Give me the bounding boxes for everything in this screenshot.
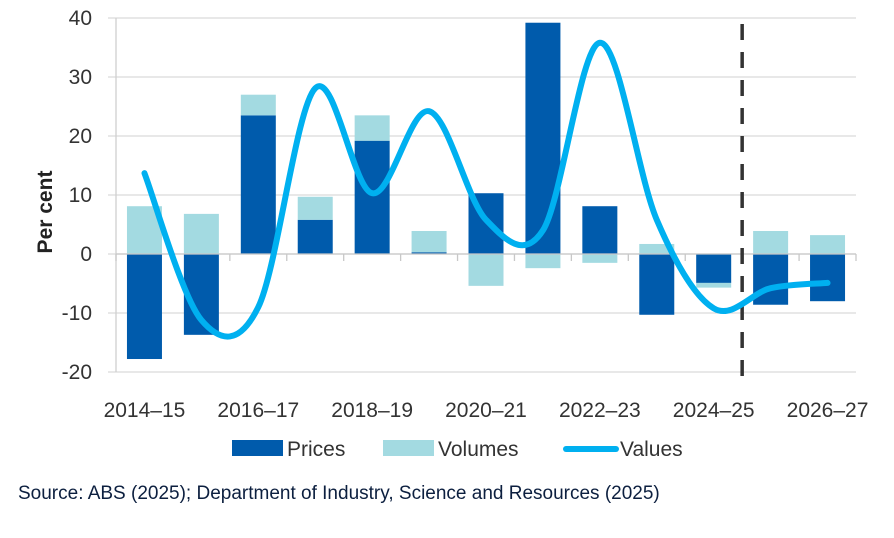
bar-prices-2016–17: [240, 115, 276, 254]
chart: -20 -10 0 10 20 30 40 2014–15 2016–17 2018–19 202…: [34, 7, 869, 461]
y-tick-label: 30: [69, 66, 92, 89]
bar-volumes-2018–19: [354, 115, 390, 141]
bar-volumes-2017–18: [297, 196, 333, 220]
source-note: Source: ABS (2025); Department of Indust…: [18, 483, 660, 504]
bar-prices-2018–19: [354, 140, 390, 254]
x-tick-label: 2014–15: [104, 399, 186, 422]
bar-volumes-2019–20: [411, 230, 447, 253]
y-axis-title: Per cent: [34, 171, 57, 254]
bar-volumes-2021–22: [525, 254, 561, 269]
bar-volumes-2024–25: [696, 282, 732, 288]
x-tick-label: 2020–21: [445, 399, 527, 422]
legend-label-prices: Prices: [287, 438, 345, 461]
bar-volumes-2016–17: [240, 94, 276, 116]
legend: Prices Volumes Values: [232, 438, 683, 461]
y-tick-label: 10: [69, 184, 92, 207]
bar-prices-2026–27: [810, 254, 846, 302]
x-tick-labels: 2014–15 2016–17 2018–19 2020–21 2022–23 2024–…: [104, 399, 869, 422]
legend-label-values: Values: [620, 438, 683, 461]
bar-volumes-2023–24: [639, 243, 675, 254]
bar-prices-2017–18: [297, 219, 333, 254]
bar-prices-2021–22: [525, 22, 561, 254]
bar-prices-2024–25: [696, 254, 732, 283]
x-tick-label: 2026–27: [787, 399, 869, 422]
bar-volumes-2015–16: [183, 213, 219, 254]
bar-prices-2019–20: [411, 252, 447, 254]
x-tick-label: 2018–19: [331, 399, 413, 422]
legend-label-volumes: Volumes: [438, 438, 519, 461]
y-tick-label: 40: [69, 7, 92, 30]
y-tick-label: -20: [62, 361, 92, 384]
bar-volumes-2022–23: [582, 254, 618, 263]
y-tick-label: -10: [62, 302, 92, 325]
bar-volumes-2020–21: [468, 254, 504, 286]
legend-swatch-volumes: [383, 440, 434, 456]
y-tick-labels: -20 -10 0 10 20 30 40: [62, 7, 92, 384]
values-line-path: [141, 39, 831, 340]
bar-prices-2023–24: [639, 254, 675, 315]
y-tick-label: 20: [69, 125, 92, 148]
x-tick-label: 2024–25: [673, 399, 755, 422]
legend-swatch-prices: [232, 440, 283, 456]
values-line: [141, 39, 831, 340]
y-tick-label: 0: [80, 243, 92, 266]
x-tick-label: 2016–17: [217, 399, 299, 422]
bar-volumes-2026–27: [810, 235, 846, 254]
bar-prices-2022–23: [582, 206, 618, 254]
bar-volumes-2025–26: [753, 230, 789, 254]
x-tick-label: 2022–23: [559, 399, 641, 422]
bar-prices-2014–15: [126, 254, 162, 360]
